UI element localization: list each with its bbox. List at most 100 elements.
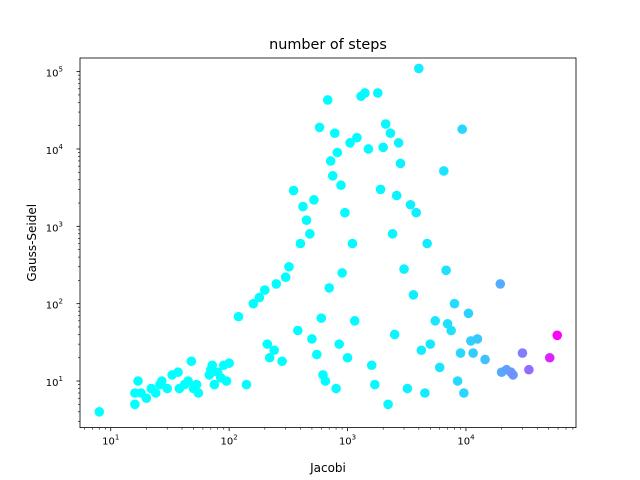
data-point bbox=[320, 376, 331, 386]
data-point bbox=[391, 190, 402, 201]
data-point bbox=[193, 388, 204, 398]
data-point bbox=[387, 229, 398, 239]
data-point bbox=[305, 229, 315, 239]
data-point bbox=[385, 128, 396, 138]
data-point bbox=[405, 199, 416, 210]
data-point bbox=[337, 268, 347, 278]
data-point bbox=[345, 138, 355, 148]
data-point bbox=[284, 261, 294, 272]
data-point bbox=[316, 313, 327, 323]
data-point bbox=[544, 352, 555, 363]
data-point bbox=[183, 376, 193, 386]
data-point bbox=[173, 367, 183, 378]
data-point bbox=[439, 166, 449, 176]
data-point bbox=[425, 339, 436, 349]
data-point bbox=[422, 238, 432, 249]
data-point bbox=[472, 334, 483, 344]
data-point bbox=[375, 184, 386, 195]
points-layer bbox=[94, 63, 563, 417]
data-point bbox=[552, 330, 563, 341]
data-point bbox=[378, 142, 388, 153]
data-point bbox=[380, 119, 391, 129]
data-point bbox=[360, 88, 370, 98]
plot-frame bbox=[79, 57, 577, 429]
data-point bbox=[322, 95, 333, 105]
data-point bbox=[408, 290, 419, 300]
data-point bbox=[327, 171, 338, 181]
data-point bbox=[430, 316, 441, 326]
data-point bbox=[224, 358, 234, 369]
data-point bbox=[207, 360, 218, 371]
data-point bbox=[301, 215, 312, 225]
data-point bbox=[209, 379, 220, 390]
data-point bbox=[233, 311, 244, 322]
data-point bbox=[298, 201, 308, 212]
data-point bbox=[524, 364, 534, 375]
x-axis-label: Jacobi bbox=[309, 461, 346, 475]
data-point bbox=[372, 88, 383, 98]
data-point bbox=[468, 348, 478, 358]
data-point bbox=[241, 379, 252, 390]
data-point bbox=[389, 329, 400, 340]
data-point bbox=[334, 339, 344, 349]
data-point bbox=[141, 393, 152, 403]
data-point bbox=[480, 354, 490, 365]
data-point bbox=[150, 388, 161, 398]
data-point bbox=[277, 356, 287, 367]
data-point bbox=[259, 285, 270, 295]
data-point bbox=[463, 308, 474, 319]
data-point bbox=[349, 316, 360, 326]
data-point bbox=[162, 383, 173, 394]
data-point bbox=[186, 356, 197, 367]
data-point bbox=[495, 279, 506, 289]
data-point bbox=[94, 407, 105, 417]
data-point bbox=[221, 376, 232, 386]
data-point bbox=[347, 238, 358, 249]
data-point bbox=[340, 207, 350, 218]
data-point bbox=[446, 325, 456, 336]
data-point bbox=[336, 180, 346, 191]
data-point bbox=[280, 272, 291, 282]
data-point bbox=[455, 348, 466, 358]
data-point bbox=[133, 376, 143, 386]
data-point bbox=[517, 348, 528, 358]
data-point bbox=[157, 376, 167, 386]
data-point bbox=[309, 195, 319, 205]
data-point bbox=[314, 122, 325, 133]
data-point bbox=[449, 298, 460, 309]
data-point bbox=[414, 63, 424, 74]
data-point bbox=[383, 399, 393, 410]
data-point bbox=[420, 388, 430, 398]
data-point bbox=[264, 352, 275, 363]
data-point bbox=[434, 362, 445, 373]
data-point bbox=[393, 138, 404, 148]
data-point bbox=[271, 279, 282, 289]
data-point bbox=[292, 325, 303, 336]
chart-title: number of steps bbox=[269, 37, 387, 53]
y-axis-label: Gauss-Seidel bbox=[25, 204, 39, 282]
data-point bbox=[416, 345, 427, 356]
data-point bbox=[342, 352, 353, 363]
data-point bbox=[452, 376, 463, 386]
data-point bbox=[295, 238, 306, 249]
data-point bbox=[248, 298, 259, 309]
data-point bbox=[411, 207, 422, 218]
data-point bbox=[399, 264, 409, 274]
data-point bbox=[329, 128, 340, 138]
data-point bbox=[312, 349, 322, 360]
data-point bbox=[254, 292, 265, 303]
data-point bbox=[441, 265, 451, 276]
data-point bbox=[324, 283, 335, 293]
data-point bbox=[395, 158, 406, 169]
data-point bbox=[288, 185, 299, 196]
data-point bbox=[307, 334, 317, 344]
data-point bbox=[130, 399, 140, 410]
data-point bbox=[366, 360, 377, 371]
data-point bbox=[363, 144, 374, 154]
data-point bbox=[457, 124, 468, 135]
data-point bbox=[325, 156, 336, 166]
data-point bbox=[332, 147, 343, 158]
data-point bbox=[370, 379, 380, 390]
data-point bbox=[269, 345, 279, 356]
